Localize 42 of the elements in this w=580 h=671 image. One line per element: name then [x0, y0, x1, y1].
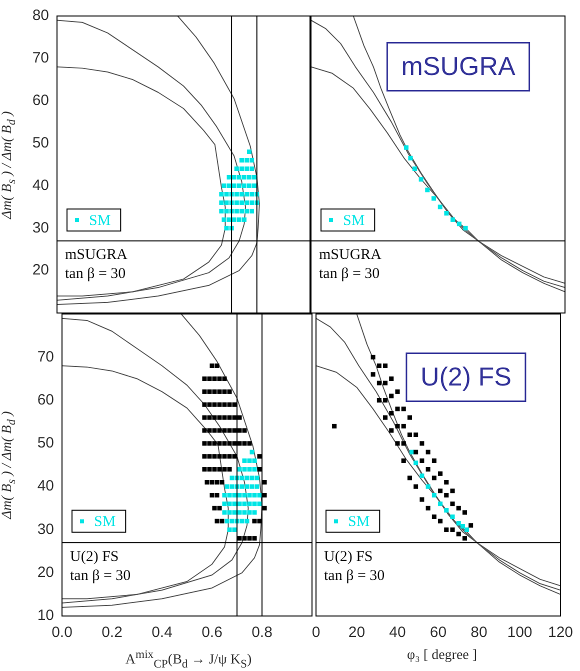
x-tick-label: 120 [548, 624, 573, 642]
annotation: tan β = 30 [70, 568, 131, 584]
annotation: tan β = 30 [324, 568, 385, 584]
y-tick-label: 10 [37, 607, 54, 624]
x-tick-label: 0.6 [202, 624, 222, 642]
y-tick-label: 50 [32, 134, 49, 152]
y-tick-label: 30 [32, 219, 49, 236]
y-tick-label: 80 [32, 7, 49, 24]
annotation: mSUGRA [319, 247, 382, 264]
annotation: U(2) FS [324, 549, 373, 566]
x-axis-title: A$^{mix}$$_{CP}$(B$_{d}$ → J/ψ K$_{S}$) [124, 648, 253, 670]
x-tick-label: 60 [430, 624, 447, 642]
annotation: U(2) FS [70, 549, 119, 566]
legend-label: SM [343, 212, 365, 229]
legend-label: SM [94, 514, 116, 530]
x-tick-label: 40 [389, 624, 406, 642]
text: mSUGRA [401, 50, 516, 81]
y-tick-label: 40 [32, 176, 49, 194]
x-tick-label: 0.4 [152, 624, 172, 642]
y-tick-label: 70 [32, 50, 49, 67]
y-tick-label: 20 [37, 564, 54, 581]
legend-label: SM [89, 212, 111, 229]
y-tick-label: 20 [32, 262, 49, 279]
x-tick-label: 20 [348, 624, 366, 642]
text: U(2) FS [420, 361, 512, 392]
x-tick-label: 0.8 [252, 624, 272, 642]
x-axis-title: φ₃ [ degree ] [406, 648, 478, 664]
annotation: tan β = 30 [319, 266, 380, 282]
legend-label: SM [348, 514, 370, 530]
x-tick-label: 0.0 [52, 624, 72, 642]
x-tick-label: 0 [312, 624, 320, 642]
y-tick-label: 30 [37, 520, 54, 538]
y-tick-label: 40 [37, 478, 54, 495]
y-tick-label: 70 [37, 348, 54, 366]
y-tick-label: 50 [37, 434, 54, 452]
y-tick-label: 60 [32, 92, 49, 109]
annotation: tan β = 30 [65, 266, 126, 282]
x-tick-label: 80 [470, 624, 488, 642]
y-tick-label: 60 [37, 391, 54, 408]
x-tick-label: 0.2 [102, 624, 122, 642]
annotation: mSUGRA [65, 247, 128, 264]
x-tick-label: 100 [507, 624, 532, 642]
